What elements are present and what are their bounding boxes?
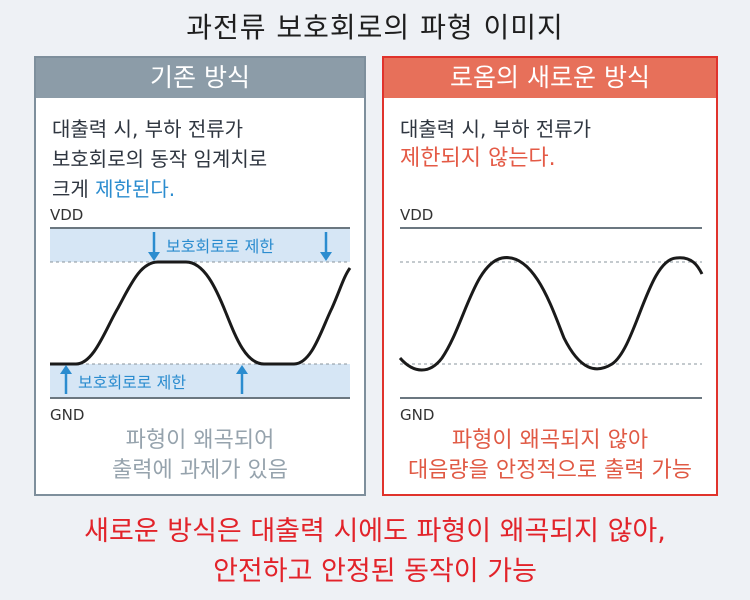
conventional-desc-line1: 대출력 시, 부하 전류가 [52,117,244,141]
conventional-waveform-plot: VDD GND 보호회로로 제한 보호회로로 제한 [50,206,352,424]
conventional-description: 대출력 시, 부하 전류가 보호회로의 동작 임계치로 크게 제한된다. [52,114,352,204]
lower-limit-arrow-left-head [60,365,72,374]
clipped-waveform [50,260,352,366]
new-desc-line1: 대출력 시, 부하 전류가 [400,117,592,141]
new-result-line2: 대음량을 안정적으로 출력 가능 [407,458,693,483]
lower-limit-label: 보호회로로 제한 [78,373,186,392]
page-title: 과전류 보호회로의 파형 이미지 [186,11,564,44]
new-description: 대출력 시, 부하 전류가 제한되지 않는다. [400,114,700,174]
conventional-desc-line2: 보호회로의 동작 임계치로 [52,147,268,171]
vdd-text: VDD [400,206,433,224]
upper-limit-arrow-left-head [148,252,160,261]
lower-limit-arrow-right-head [236,365,248,374]
gnd-text: GND [50,406,84,424]
upper-limit-band-area [50,228,350,262]
conventional-desc-limited: 제한된다. [95,177,176,201]
conclusion: 새로운 방식은 대출력 시에도 파형이 왜곡되지 않아, 안전하고 안정된 동작… [0,512,750,592]
new-method-header: 로옴의 새로운 방식 [384,58,716,98]
gnd-text: GND [400,406,434,424]
new-result: 파형이 왜곡되지 않아 대음량을 안정적으로 출력 가능 [384,426,716,486]
conclusion-line1: 새로운 방식은 대출력 시에도 파형이 왜곡되지 않아, [84,516,666,547]
new-method-panel: 로옴의 새로운 방식 대출력 시, 부하 전류가 제한되지 않는다. VDD G… [382,56,718,496]
new-desc-line2: 제한되지 않는다. [400,146,556,171]
conclusion-line2: 안전하고 안정된 동작이 가능 [213,556,537,587]
new-waveform-plot: VDD GND [398,206,704,424]
conventional-result-line1: 파형이 왜곡되어 [125,428,275,453]
vdd-text: VDD [50,206,83,224]
new-result-line1: 파형이 왜곡되지 않아 [451,428,649,453]
lower-limit-band-area [50,364,350,398]
sine-waveform [398,256,704,372]
upper-limit-arrow-right-head [320,252,332,261]
conventional-method-panel: 기존 방식 대출력 시, 부하 전류가 보호회로의 동작 임계치로 크게 제한된… [34,56,366,496]
conventional-desc-line3-prefix: 크게 [52,177,96,201]
conventional-method-header: 기존 방식 [36,58,364,98]
upper-limit-label: 보호회로로 제한 [166,237,274,256]
conventional-result-line2: 출력에 과제가 있음 [112,458,288,483]
conventional-desc-line3: 크게 제한된다. [52,174,352,204]
conventional-result: 파형이 왜곡되어 출력에 과제가 있음 [36,426,364,486]
